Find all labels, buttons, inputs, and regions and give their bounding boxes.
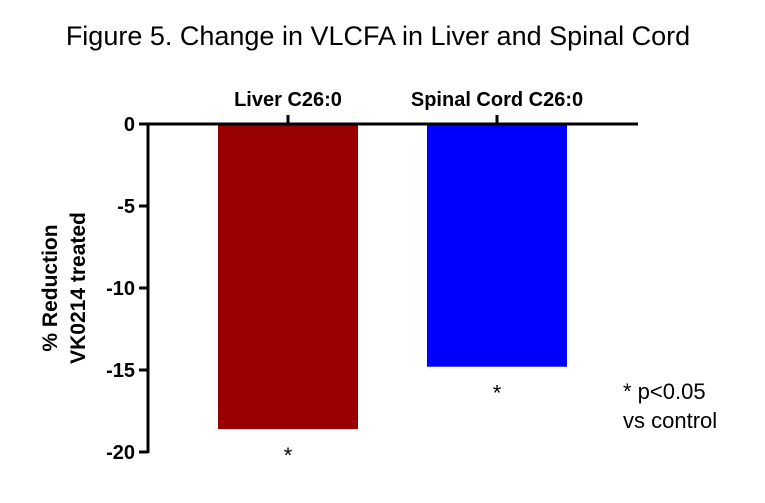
y-tick-label: -5 (117, 196, 135, 218)
category-axis-ticks: Liver C26:0 Spinal Cord C26:0 (234, 89, 583, 124)
significance-mark: * (493, 381, 502, 406)
category-label: Spinal Cord C26:0 (411, 89, 583, 111)
bar (427, 124, 567, 367)
y-axis-ticks: 0 -5 -10 -15 -20 (106, 114, 148, 464)
y-tick-label: -20 (106, 442, 135, 464)
bars: ** (218, 124, 567, 468)
y-tick-label: -10 (106, 278, 135, 300)
bar (218, 124, 358, 430)
significance-note-line-2: vs control (623, 408, 717, 433)
y-axis-label: % Reduction VK0214 treated (39, 212, 90, 364)
chart-title: Figure 5. Change in VLCFA in Liver and S… (66, 21, 690, 51)
y-axis-label-line-1: % Reduction (39, 224, 62, 351)
y-tick-label: 0 (124, 114, 135, 136)
y-tick-label: -15 (106, 360, 135, 382)
category-label: Liver C26:0 (234, 89, 342, 111)
significance-note: * p<0.05 vs control (623, 379, 717, 433)
significance-note-line-1: * p<0.05 (623, 379, 706, 404)
y-axis-label-line-2: VK0214 treated (67, 212, 90, 364)
significance-mark: * (284, 443, 293, 468)
